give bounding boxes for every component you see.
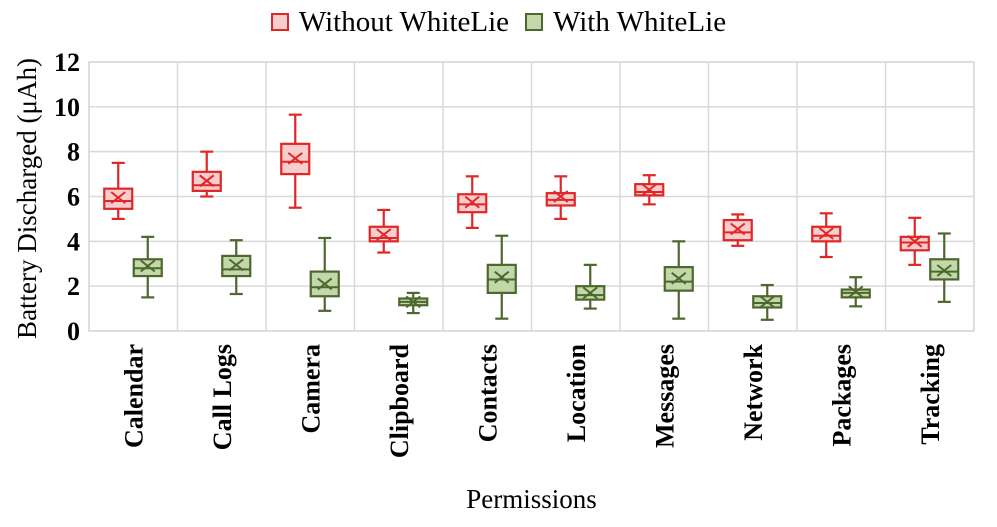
x-tick-label-clipboard: Clipboard — [385, 343, 414, 458]
x-tick-label-network: Network — [739, 343, 768, 440]
legend-label-without-whitelie: Without WhiteLie — [298, 6, 510, 38]
box-without-whitelie-messages — [634, 174, 665, 206]
box-with-whitelie-location — [575, 263, 606, 310]
y-tick-label: 0 — [67, 317, 80, 346]
x-tick-label-tracking: Tracking — [916, 344, 945, 445]
box-with-whitelie-packages — [840, 276, 871, 308]
x-tick-label-messages: Messages — [650, 344, 679, 448]
legend-swatch-with-whitelie-icon — [525, 13, 544, 31]
y-tick-label: 4 — [67, 227, 80, 256]
box-with-whitelie-network — [752, 283, 783, 321]
y-tick-label: 10 — [54, 93, 80, 122]
x-tick-label-calendar: Calendar — [119, 344, 148, 448]
y-axis-tick-labels: 0 2 4 6 8 10 12 — [54, 48, 80, 346]
y-tick-label: 8 — [67, 138, 80, 167]
legend: Without WhiteLie With WhiteLie — [0, 5, 997, 39]
box-without-whitelie-camera — [280, 113, 311, 209]
legend-label-with-whitelie: With WhiteLie — [553, 6, 727, 38]
box-without-whitelie-network — [722, 213, 753, 247]
box-without-whitelie-call-logs — [191, 150, 222, 198]
box-without-whitelie-location — [545, 175, 576, 221]
x-tick-label-contacts: Contacts — [473, 344, 502, 442]
x-tick-label-call-logs: Call Logs — [208, 344, 237, 450]
y-tick-label: 2 — [67, 272, 80, 301]
x-tick-label-packages: Packages — [827, 344, 856, 447]
legend-swatch-without-whitelie-icon — [270, 13, 289, 31]
x-axis-category-labels: Calendar Call Logs Camera Clipboard Contacts… — [119, 343, 945, 458]
box-with-whitelie-clipboard — [398, 291, 429, 315]
y-tick-label: 12 — [54, 48, 80, 77]
box-with-whitelie-camera — [309, 236, 340, 312]
box-with-whitelie-contacts — [486, 234, 517, 320]
box-without-whitelie-contacts — [457, 175, 488, 229]
y-axis-title: Battery Discharged (μAh) — [12, 58, 42, 339]
legend-item-with-whitelie: With WhiteLie — [525, 5, 726, 39]
box-with-whitelie-calendar — [132, 235, 163, 299]
box-with-whitelie-call-logs — [221, 239, 252, 296]
box-with-whitelie-messages — [663, 240, 694, 320]
x-axis-title: Permissions — [466, 484, 597, 514]
box-without-whitelie-clipboard — [368, 208, 399, 254]
box-without-whitelie-packages — [811, 212, 842, 259]
y-tick-label: 6 — [67, 183, 80, 212]
legend-item-without-whitelie: Without WhiteLie — [270, 5, 510, 39]
box-with-whitelie-tracking — [929, 232, 960, 303]
gridlines — [88, 61, 975, 332]
box-without-whitelie-calendar — [103, 161, 134, 221]
x-tick-label-location: Location — [562, 343, 591, 442]
x-tick-label-camera: Camera — [296, 344, 325, 434]
box-without-whitelie-tracking — [899, 216, 930, 266]
